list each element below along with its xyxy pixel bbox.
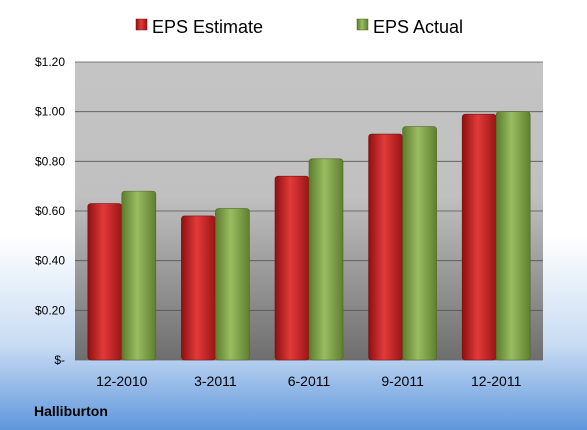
y-tick-label: $0.40 — [35, 254, 65, 268]
bar-eps-actual — [308, 158, 344, 361]
bar-eps-estimate — [368, 133, 403, 361]
bar-eps-estimate — [274, 175, 310, 361]
y-tick-label: $1.20 — [35, 55, 65, 69]
x-axis-tick-labels: 12-2010 3-2011 6-2011 9-2011 12-2011 — [96, 373, 521, 389]
legend-swatch-actual — [356, 18, 369, 31]
y-axis-tick-labels: $- $0.20 $0.40 $0.60 $0.80 $1.00 $1.20 — [35, 55, 65, 367]
bar-eps-estimate — [181, 215, 216, 361]
y-tick-label: $- — [54, 353, 65, 367]
y-tick-label: $1.00 — [35, 105, 65, 119]
bar-eps-estimate — [461, 113, 497, 361]
legend-swatch-estimate — [135, 18, 148, 31]
bar-eps-estimate — [87, 203, 123, 361]
bars — [87, 111, 531, 361]
bar-eps-actual — [495, 111, 531, 361]
legend: EPS Estimate EPS Actual — [135, 17, 463, 37]
bar-eps-actual — [121, 190, 157, 361]
bar-eps-actual — [402, 126, 437, 361]
x-tick-label: 3-2011 — [194, 373, 237, 389]
x-tick-label: 9-2011 — [381, 373, 424, 389]
legend-label-estimate: EPS Estimate — [152, 17, 263, 37]
x-tick-label: 12-2011 — [471, 373, 522, 389]
x-tick-label: 12-2010 — [96, 373, 148, 389]
y-tick-label: $0.60 — [35, 204, 65, 218]
bar-eps-actual — [215, 208, 250, 361]
y-tick-label: $0.80 — [35, 154, 65, 168]
y-tick-label: $0.20 — [35, 303, 65, 317]
x-tick-label: 6-2011 — [288, 373, 331, 389]
company-name: Halliburton — [34, 403, 108, 419]
legend-label-actual: EPS Actual — [373, 17, 463, 37]
